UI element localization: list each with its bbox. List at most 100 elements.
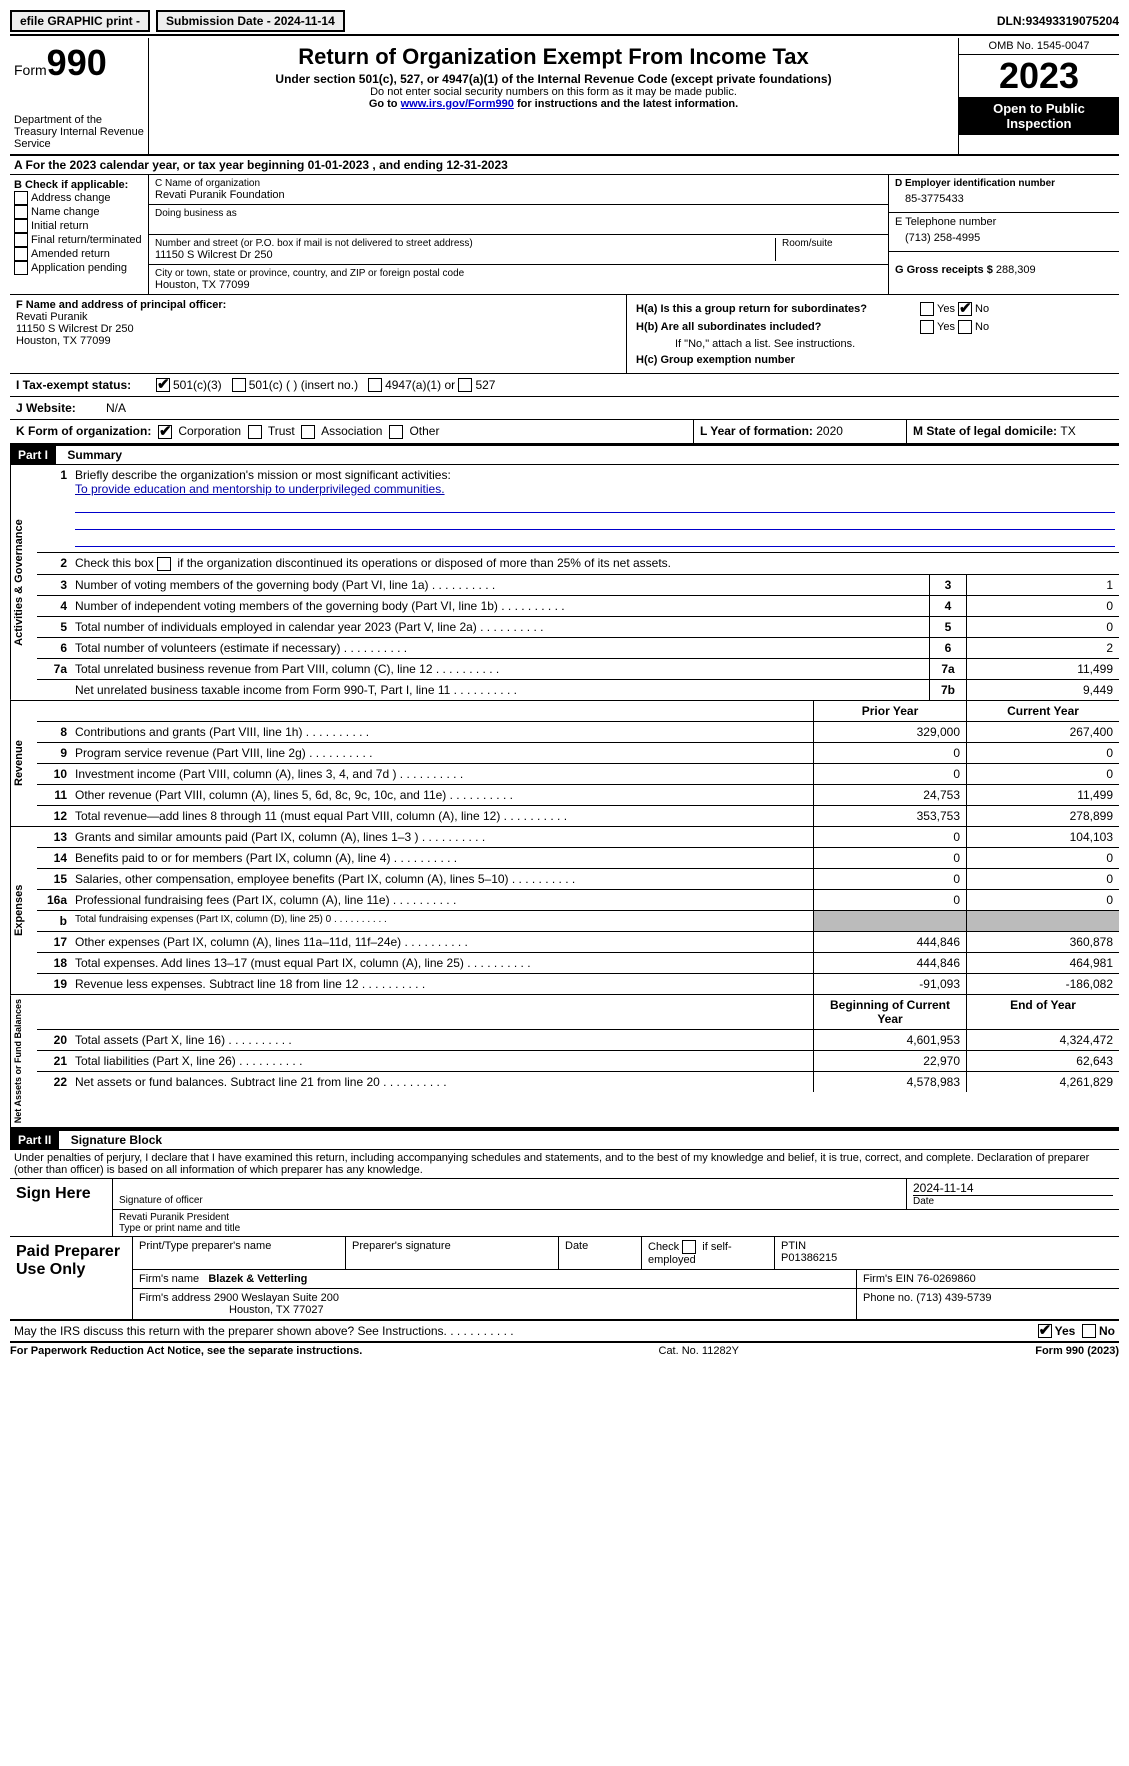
mission-q: Briefly describe the organization's miss…	[75, 468, 451, 482]
open-inspection: Open to Public Inspection	[959, 97, 1119, 135]
amended-label: Amended return	[31, 248, 110, 260]
officer-label: F Name and address of principal officer:	[16, 299, 226, 311]
self-emp-checkbox[interactable]	[682, 1240, 696, 1254]
assoc-label: Association	[321, 424, 382, 438]
gov-section: Activities & Governance 1 Briefly descri…	[10, 465, 1119, 701]
data-row: bTotal fundraising expenses (Part IX, co…	[37, 911, 1119, 932]
501c3-checkbox[interactable]	[156, 378, 170, 392]
dba-label: Doing business as	[155, 208, 882, 219]
part1-header: Part I Summary	[10, 444, 1119, 465]
data-row: 9Program service revenue (Part VIII, lin…	[37, 743, 1119, 764]
ha-yes-checkbox[interactable]	[920, 302, 934, 316]
officer-printed: Revati Puranik President	[119, 1212, 229, 1223]
exp-vert-label: Expenses	[10, 827, 37, 994]
type-print-label: Type or print name and title	[119, 1223, 240, 1234]
dln-label: DLN:	[997, 14, 1026, 28]
footer: For Paperwork Reduction Act Notice, see …	[10, 1343, 1119, 1357]
data-row: 19Revenue less expenses. Subtract line 1…	[37, 974, 1119, 994]
other-checkbox[interactable]	[389, 425, 403, 439]
gov-row: 2Check this box if the organization disc…	[37, 553, 1119, 575]
gov-row: Net unrelated business taxable income fr…	[37, 680, 1119, 700]
addr-change-checkbox[interactable]	[14, 191, 28, 205]
firm-addr2: Houston, TX 77027	[139, 1304, 324, 1316]
527-checkbox[interactable]	[458, 378, 472, 392]
ha-yes: Yes	[937, 303, 955, 315]
paid-preparer-block: Paid Preparer Use Only Print/Type prepar…	[10, 1237, 1119, 1321]
efile-print-button[interactable]: efile GRAPHIC print -	[10, 10, 150, 32]
discuss-yes: Yes	[1055, 1324, 1076, 1338]
501c3-label: 501(c)(3)	[173, 378, 222, 392]
officer-addr2: Houston, TX 77099	[16, 335, 111, 347]
data-row: 15Salaries, other compensation, employee…	[37, 869, 1119, 890]
dln-value: 93493319075204	[1026, 14, 1119, 28]
hb-yes: Yes	[937, 321, 955, 333]
firm-phone-label: Phone no.	[863, 1292, 916, 1304]
state-domicile-label: M State of legal domicile:	[913, 424, 1060, 438]
sig-date-label: Date	[913, 1196, 1113, 1207]
ha-label: H(a) Is this a group return for subordin…	[636, 303, 867, 315]
city-label: City or town, state or province, country…	[155, 268, 882, 279]
part1-title: Summary	[59, 448, 122, 462]
part2-header: Part II Signature Block	[10, 1129, 1119, 1150]
final-return-checkbox[interactable]	[14, 233, 28, 247]
data-row: 8Contributions and grants (Part VIII, li…	[37, 722, 1119, 743]
firm-name-label: Firm's name	[139, 1273, 202, 1285]
name-change-checkbox[interactable]	[14, 205, 28, 219]
gov-row: 3Number of voting members of the governi…	[37, 575, 1119, 596]
org-name: Revati Puranik Foundation	[155, 189, 882, 201]
year-formation-label: L Year of formation:	[700, 424, 816, 438]
initial-return-checkbox[interactable]	[14, 219, 28, 233]
data-row: 22Net assets or fund balances. Subtract …	[37, 1072, 1119, 1092]
trust-checkbox[interactable]	[248, 425, 262, 439]
firm-phone: (713) 439-5739	[916, 1292, 991, 1304]
assoc-checkbox[interactable]	[301, 425, 315, 439]
data-row: 18Total expenses. Add lines 13–17 (must …	[37, 953, 1119, 974]
form-title: Return of Organization Exempt From Incom…	[153, 44, 954, 70]
ein-label: D Employer identification number	[895, 178, 1113, 189]
ha-no-checkbox[interactable]	[958, 302, 972, 316]
discuss-no-checkbox[interactable]	[1082, 1324, 1096, 1338]
ein: 85-3775433	[895, 189, 1113, 209]
app-pending-label: Application pending	[31, 262, 127, 274]
na-vert-label: Net Assets or Fund Balances	[10, 995, 37, 1127]
tax-year: 2023	[959, 55, 1119, 97]
top-bar: efile GRAPHIC print - Submission Date - …	[10, 10, 1119, 36]
phone: (713) 258-4995	[895, 228, 1113, 248]
city: Houston, TX 77099	[155, 279, 882, 291]
corp-checkbox[interactable]	[158, 425, 172, 439]
name-change-label: Name change	[31, 206, 100, 218]
hc-label: H(c) Group exemption number	[636, 354, 795, 366]
app-pending-checkbox[interactable]	[14, 261, 28, 275]
firm-ein: 76-0269860	[917, 1273, 976, 1285]
data-row: 11Other revenue (Part VIII, column (A), …	[37, 785, 1119, 806]
na-section: Net Assets or Fund Balances Beginning of…	[10, 995, 1119, 1129]
gross-label: G Gross receipts $	[895, 264, 996, 276]
sig-date: 2024-11-14	[913, 1181, 1113, 1196]
goto-prefix: Go to	[369, 98, 401, 110]
data-row: 12Total revenue—add lines 8 through 11 (…	[37, 806, 1119, 826]
discuss-no: No	[1099, 1324, 1115, 1338]
501c-checkbox[interactable]	[232, 378, 246, 392]
hb-yes-checkbox[interactable]	[920, 320, 934, 334]
form-number: 990	[47, 42, 107, 83]
discuss-yes-checkbox[interactable]	[1038, 1324, 1052, 1338]
ptin-label: PTIN	[781, 1240, 806, 1252]
beg-year-hdr: Beginning of Current Year	[813, 995, 966, 1029]
footer-year: (2023)	[1084, 1345, 1119, 1357]
data-row: 13Grants and similar amounts paid (Part …	[37, 827, 1119, 848]
discontinued-checkbox[interactable]	[157, 557, 171, 571]
hb-no: No	[975, 321, 989, 333]
hb-no-checkbox[interactable]	[958, 320, 972, 334]
data-row: 16aProfessional fundraising fees (Part I…	[37, 890, 1119, 911]
tax-exempt-label: I Tax-exempt status:	[16, 378, 156, 392]
discuss-row: May the IRS discuss this return with the…	[10, 1321, 1119, 1343]
part2-num: Part II	[10, 1131, 59, 1149]
org-name-label: C Name of organization	[155, 178, 882, 189]
sign-here-block: Sign Here Signature of officer 2024-11-1…	[10, 1179, 1119, 1237]
data-row: 21Total liabilities (Part X, line 26)22,…	[37, 1051, 1119, 1072]
ha-no: No	[975, 303, 989, 315]
4947-checkbox[interactable]	[368, 378, 382, 392]
irs-link[interactable]: www.irs.gov/Form990	[401, 98, 514, 110]
initial-return-label: Initial return	[31, 220, 88, 232]
amended-checkbox[interactable]	[14, 247, 28, 261]
